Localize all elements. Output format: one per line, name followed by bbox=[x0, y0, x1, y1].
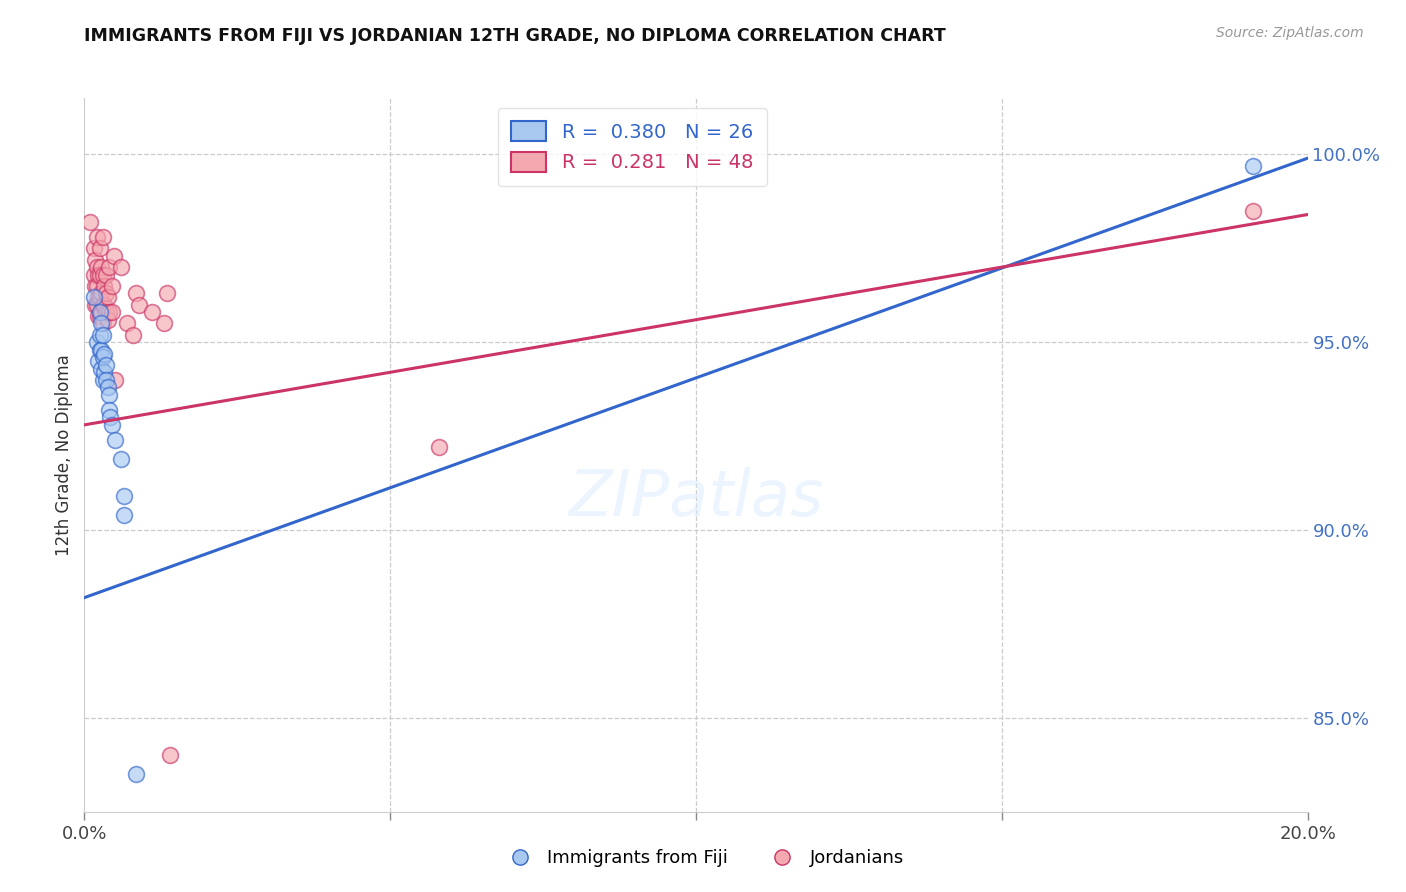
Point bbox=[97, 260, 120, 274]
Point bbox=[87, 268, 110, 282]
Point bbox=[122, 327, 145, 342]
Point bbox=[97, 312, 120, 326]
Point bbox=[112, 508, 135, 522]
Point bbox=[79, 215, 101, 229]
Point bbox=[89, 268, 111, 282]
Point bbox=[89, 290, 111, 304]
Point bbox=[86, 260, 108, 274]
Point bbox=[83, 268, 105, 282]
Point bbox=[91, 230, 114, 244]
Point bbox=[101, 417, 124, 432]
Point bbox=[89, 305, 111, 319]
Point bbox=[153, 317, 176, 331]
Point bbox=[427, 441, 450, 455]
Point bbox=[97, 380, 120, 394]
Point bbox=[90, 305, 112, 319]
Point bbox=[84, 298, 107, 312]
Point bbox=[112, 489, 135, 503]
Text: IMMIGRANTS FROM FIJI VS JORDANIAN 12TH GRADE, NO DIPLOMA CORRELATION CHART: IMMIGRANTS FROM FIJI VS JORDANIAN 12TH G… bbox=[84, 27, 946, 45]
Text: Source: ZipAtlas.com: Source: ZipAtlas.com bbox=[1216, 26, 1364, 40]
Point bbox=[93, 298, 115, 312]
Point bbox=[104, 433, 127, 447]
Point bbox=[125, 286, 148, 301]
Point bbox=[156, 286, 179, 301]
Point bbox=[94, 305, 117, 319]
Point bbox=[91, 298, 114, 312]
Point bbox=[87, 290, 110, 304]
Point bbox=[1241, 203, 1264, 218]
Point bbox=[97, 388, 120, 402]
Point bbox=[89, 343, 111, 357]
Point bbox=[90, 361, 112, 376]
Point bbox=[91, 373, 114, 387]
Point bbox=[94, 268, 117, 282]
Point bbox=[86, 230, 108, 244]
Point bbox=[89, 327, 111, 342]
Point bbox=[87, 354, 110, 368]
Point bbox=[101, 279, 124, 293]
Point bbox=[125, 767, 148, 781]
Point bbox=[94, 358, 117, 372]
Point bbox=[128, 298, 150, 312]
Point bbox=[104, 373, 127, 387]
Point bbox=[93, 346, 115, 360]
Point bbox=[86, 298, 108, 312]
Point bbox=[89, 241, 111, 255]
Point bbox=[83, 241, 105, 255]
Point bbox=[86, 335, 108, 350]
Point bbox=[97, 402, 120, 417]
Point bbox=[89, 309, 111, 323]
Point bbox=[93, 365, 115, 379]
Point bbox=[141, 305, 163, 319]
Point bbox=[110, 451, 132, 466]
Point bbox=[94, 373, 117, 387]
Point bbox=[91, 268, 114, 282]
Point bbox=[90, 286, 112, 301]
Legend: R =  0.380   N = 26, R =  0.281   N = 48: R = 0.380 N = 26, R = 0.281 N = 48 bbox=[498, 108, 766, 186]
Point bbox=[110, 260, 132, 274]
Point bbox=[93, 279, 115, 293]
Point bbox=[97, 305, 120, 319]
Point bbox=[98, 410, 121, 425]
Point bbox=[94, 286, 117, 301]
Point bbox=[91, 351, 114, 365]
Point bbox=[90, 317, 112, 331]
Point bbox=[84, 279, 107, 293]
Point bbox=[90, 260, 112, 274]
Point bbox=[83, 290, 105, 304]
Point bbox=[87, 309, 110, 323]
Point bbox=[91, 327, 114, 342]
Point bbox=[103, 249, 125, 263]
Point bbox=[159, 748, 181, 763]
Legend: Immigrants from Fiji, Jordanians: Immigrants from Fiji, Jordanians bbox=[495, 842, 911, 874]
Point bbox=[90, 343, 112, 357]
Point bbox=[86, 279, 108, 293]
Point bbox=[1241, 159, 1264, 173]
Point bbox=[101, 305, 124, 319]
Point bbox=[97, 290, 120, 304]
Text: ZIPatlas: ZIPatlas bbox=[568, 467, 824, 529]
Y-axis label: 12th Grade, No Diploma: 12th Grade, No Diploma bbox=[55, 354, 73, 556]
Point bbox=[84, 252, 107, 267]
Point bbox=[91, 317, 114, 331]
Point bbox=[115, 317, 138, 331]
